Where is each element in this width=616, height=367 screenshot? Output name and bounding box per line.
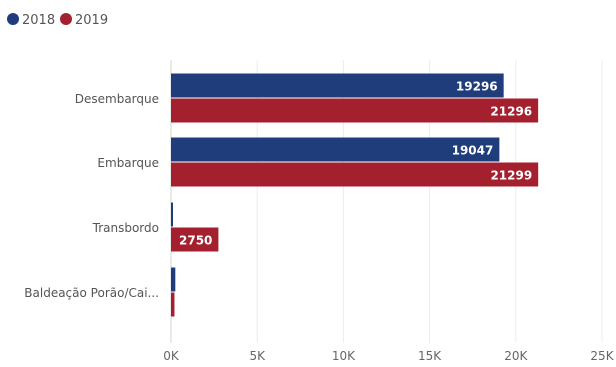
bar-2018[interactable]: [171, 202, 173, 227]
bar-2019[interactable]: [171, 98, 539, 123]
legend-marker-2019[interactable]: [60, 13, 72, 25]
legend-label-2018[interactable]: 2018: [22, 13, 55, 28]
x-tick-label: 0K: [163, 349, 180, 363]
data-label-2019: 21299: [490, 169, 532, 183]
bar-2018[interactable]: [171, 73, 504, 98]
data-label-2018: 19296: [456, 80, 498, 94]
bar-2018[interactable]: [171, 267, 176, 292]
data-label-2018: 19047: [452, 144, 494, 158]
legend-marker-2018[interactable]: [7, 13, 19, 25]
bar-2019[interactable]: [171, 227, 219, 252]
bar-2018[interactable]: [171, 137, 500, 162]
x-tick-label: 10K: [332, 349, 356, 363]
bar-2019[interactable]: [171, 292, 175, 317]
bar-2019[interactable]: [171, 162, 539, 187]
x-tick-label: 20K: [504, 349, 528, 363]
category-label: Desembarque: [75, 92, 159, 106]
category-label: Embarque: [97, 156, 159, 170]
x-tick-label: 5K: [249, 349, 266, 363]
category-label: Baldeação Porão/Cai...: [24, 286, 159, 300]
x-tick-label: 15K: [418, 349, 442, 363]
category-label: Transbordo: [92, 221, 159, 235]
data-label-2019: 2750: [179, 234, 212, 248]
x-tick-label: 25K: [590, 349, 614, 363]
legend-label-2019[interactable]: 2019: [75, 13, 108, 28]
data-label-2019: 21296: [490, 105, 532, 119]
